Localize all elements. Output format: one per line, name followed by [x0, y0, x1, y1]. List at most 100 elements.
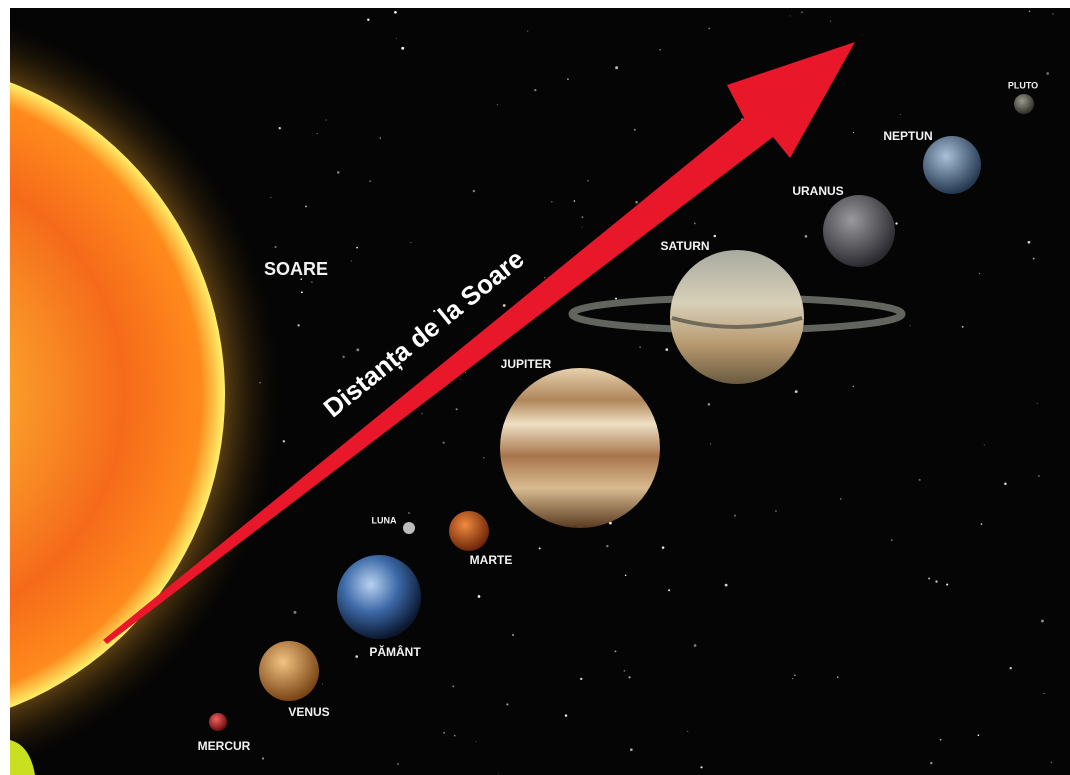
star [1046, 72, 1049, 75]
star [1033, 258, 1035, 260]
star [408, 512, 409, 513]
star [830, 21, 831, 22]
star [734, 515, 736, 517]
earth-label: PĂMÂNT [369, 644, 421, 659]
star [984, 444, 985, 445]
jupiter [500, 368, 660, 528]
venus [259, 641, 319, 701]
neptune [923, 136, 981, 194]
star [356, 348, 359, 351]
star [443, 442, 445, 444]
uranus [823, 195, 895, 267]
star [1010, 667, 1012, 669]
star [935, 580, 937, 582]
star [606, 545, 608, 547]
star [668, 589, 670, 591]
star [454, 735, 455, 736]
star [527, 31, 528, 32]
star [342, 356, 344, 358]
star [567, 78, 569, 80]
star [460, 379, 461, 380]
star [946, 584, 948, 586]
star [981, 523, 983, 525]
star [539, 547, 541, 549]
star [574, 200, 575, 201]
star [687, 731, 688, 732]
star [512, 634, 514, 636]
star [1051, 762, 1052, 763]
star [629, 676, 631, 678]
star [615, 66, 618, 69]
star [1052, 13, 1053, 14]
pluto [1014, 94, 1034, 114]
star [443, 732, 445, 734]
earth [337, 555, 421, 639]
star [1028, 241, 1031, 244]
star [551, 201, 552, 202]
star [270, 197, 271, 198]
mercury-label: MERCUR [198, 739, 251, 753]
star [895, 222, 897, 224]
star [582, 227, 583, 228]
star [301, 291, 303, 293]
star [401, 47, 404, 50]
star [275, 246, 277, 248]
star [665, 348, 668, 351]
star [694, 644, 697, 647]
star [580, 678, 582, 680]
venus-label: VENUS [288, 705, 329, 719]
star [534, 89, 536, 91]
star [634, 129, 636, 131]
star [355, 655, 358, 658]
star [694, 223, 696, 225]
star [581, 216, 583, 218]
star [456, 408, 458, 410]
star [297, 324, 299, 326]
star [1041, 620, 1044, 623]
star [775, 510, 776, 511]
star [396, 38, 397, 39]
star [356, 247, 358, 249]
star [910, 325, 911, 326]
star [410, 242, 411, 243]
star [853, 132, 854, 133]
star [305, 205, 307, 207]
star [978, 734, 980, 736]
star [326, 119, 327, 120]
star [635, 201, 638, 204]
star [624, 670, 626, 672]
star [293, 611, 296, 614]
star [1037, 403, 1038, 404]
star [369, 180, 371, 182]
neptune-label: NEPTUN [883, 129, 932, 143]
star [725, 584, 728, 587]
saturn-label: SATURN [660, 239, 709, 253]
star [801, 12, 802, 13]
star [351, 261, 352, 262]
star [639, 346, 641, 348]
star [792, 678, 793, 679]
sun-label: SOARE [264, 259, 328, 279]
saturn [670, 250, 804, 384]
star [452, 685, 454, 687]
star [587, 180, 589, 182]
star [1029, 11, 1030, 12]
star [625, 574, 627, 576]
star [483, 457, 484, 458]
star [473, 190, 475, 192]
star [1038, 475, 1040, 477]
star [713, 235, 716, 238]
star [840, 498, 841, 499]
star [1004, 482, 1007, 485]
star [506, 703, 508, 705]
star [615, 298, 617, 300]
star [1044, 693, 1045, 694]
moon-label: LUNA [372, 515, 397, 525]
star [979, 273, 980, 274]
star [421, 413, 422, 414]
star [380, 137, 381, 138]
star [394, 11, 397, 14]
star [940, 739, 942, 741]
star [662, 546, 665, 549]
pluto-label: PLUTO [1008, 80, 1038, 90]
